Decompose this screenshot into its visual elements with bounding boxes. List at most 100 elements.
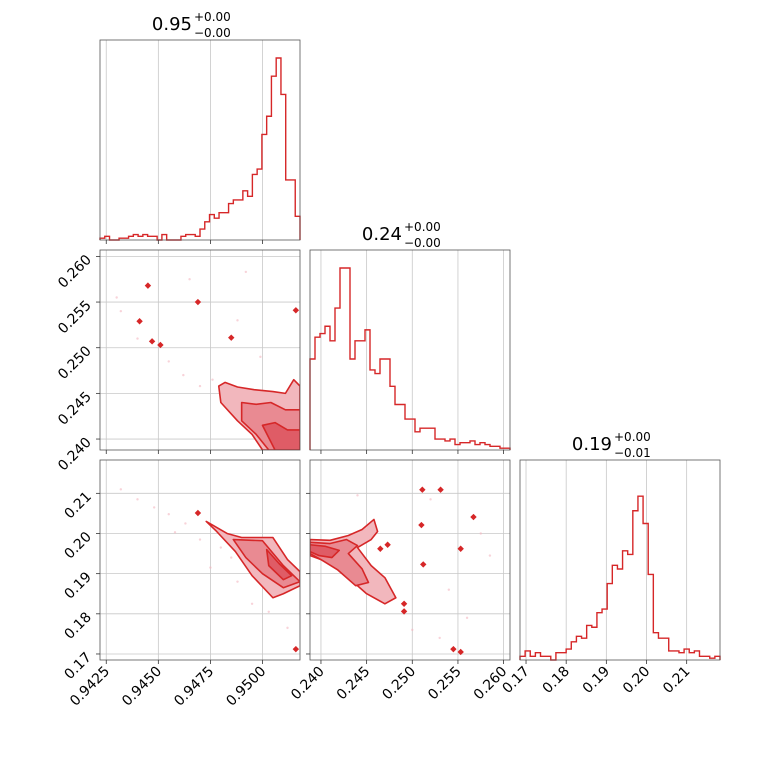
x-tick-label: 0.9500 — [223, 664, 269, 710]
faint-sample — [236, 580, 239, 583]
y-tick-label: 0.245 — [55, 389, 95, 429]
x-tick-label: 0.19 — [580, 664, 613, 697]
y-tick-label: 0.260 — [55, 252, 95, 292]
faint-sample — [184, 522, 187, 525]
faint-sample — [438, 636, 441, 640]
x-tick-label: 0.255 — [425, 664, 465, 704]
param-lower-err-2: −0.01 — [614, 446, 651, 460]
outlier-marker — [457, 545, 464, 552]
param-title-1: 0.24 — [362, 224, 402, 245]
pair-panel-frame — [99, 459, 301, 661]
outlier-marker — [228, 334, 235, 341]
faint-sample — [182, 373, 185, 377]
outlier-marker — [194, 298, 202, 306]
faint-sample — [267, 610, 270, 614]
faint-sample — [136, 337, 139, 340]
faint-sample — [429, 498, 432, 501]
outlier-marker — [437, 486, 444, 493]
histogram-0 — [99, 57, 301, 241]
y-tick-label: 0.20 — [61, 529, 94, 562]
outlier-marker — [420, 561, 427, 568]
outlier-marker — [157, 341, 164, 349]
faint-sample — [259, 355, 262, 359]
outlier-marker — [292, 645, 300, 653]
y-tick-label: 0.250 — [55, 343, 95, 383]
hist-panel-frame — [309, 249, 511, 451]
x-tick-label: 0.20 — [620, 664, 653, 697]
faint-sample — [447, 588, 451, 591]
faint-sample — [465, 616, 469, 620]
outlier-marker — [292, 307, 300, 314]
pair-panel-frame — [309, 459, 511, 661]
faint-sample — [244, 270, 248, 274]
param-lower-err-0: −0.00 — [194, 26, 231, 40]
faint-sample — [152, 506, 156, 509]
y-tick-label: 0.21 — [61, 489, 94, 522]
y-tick-label: 0.18 — [61, 609, 94, 642]
faint-sample — [230, 556, 233, 559]
pair-panel-frame — [99, 249, 301, 451]
x-tick-label: 0.245 — [334, 664, 374, 704]
outlier-marker — [144, 282, 152, 289]
faint-sample — [211, 378, 214, 381]
faint-sample — [198, 538, 202, 541]
faint-sample — [136, 498, 139, 501]
faint-sample — [119, 309, 123, 313]
outlier-marker — [136, 318, 143, 325]
x-tick-label: 0.240 — [288, 664, 328, 704]
x-tick-label: 0.21 — [660, 664, 693, 697]
y-tick-label: 0.240 — [55, 435, 95, 475]
x-tick-label: 0.9475 — [171, 664, 217, 710]
pair-content-0 — [115, 270, 300, 450]
faint-sample — [167, 513, 170, 516]
outlier-marker — [418, 521, 425, 529]
faint-sample — [250, 602, 254, 605]
outlier-marker — [450, 645, 457, 653]
x-tick-label: 0.18 — [540, 664, 573, 697]
hist-panel-bg — [520, 460, 720, 660]
hist-panel-frame — [519, 459, 721, 661]
param-upper-err-2: +0.00 — [614, 430, 651, 444]
faint-sample — [115, 296, 118, 299]
outlier-marker — [419, 486, 426, 493]
outlier-marker — [400, 608, 408, 615]
x-tick-label: 0.250 — [379, 664, 419, 704]
faint-sample — [236, 319, 239, 322]
pair-content-1 — [119, 488, 300, 653]
faint-sample — [411, 628, 414, 632]
faint-sample — [479, 532, 482, 535]
outlier-marker — [194, 509, 202, 517]
contour-level-2 — [261, 421, 300, 450]
outlier-marker — [400, 600, 408, 607]
outlier-marker — [377, 545, 384, 552]
outlier-marker — [384, 541, 391, 548]
outlier-marker — [470, 513, 477, 521]
param-upper-err-1: +0.00 — [404, 220, 441, 234]
faint-sample — [286, 626, 289, 630]
faint-sample — [209, 566, 212, 569]
param-title-0: 0.95 — [152, 14, 192, 35]
faint-sample — [488, 554, 492, 557]
faint-sample — [167, 360, 170, 363]
param-upper-err-0: +0.00 — [194, 10, 231, 24]
param-title-2: 0.19 — [572, 434, 612, 455]
faint-sample — [219, 546, 223, 549]
param-lower-err-1: −0.00 — [404, 236, 441, 250]
hist-panel-bg — [310, 250, 510, 450]
histogram-1 — [309, 267, 511, 450]
contour-level-2 — [265, 548, 293, 581]
hist-panel-bg — [100, 40, 300, 240]
outlier-marker — [148, 338, 156, 345]
faint-sample — [198, 384, 202, 388]
outlier-marker — [457, 648, 464, 656]
y-tick-label: 0.255 — [55, 298, 95, 338]
y-tick-label: 0.19 — [61, 569, 94, 602]
faint-sample — [356, 494, 359, 497]
faint-sample — [188, 278, 191, 281]
contour-level-2 — [310, 543, 341, 559]
x-tick-label: 0.9450 — [119, 664, 165, 710]
pair-content-2 — [310, 486, 492, 656]
faint-sample — [119, 488, 123, 491]
faint-sample — [173, 531, 177, 534]
